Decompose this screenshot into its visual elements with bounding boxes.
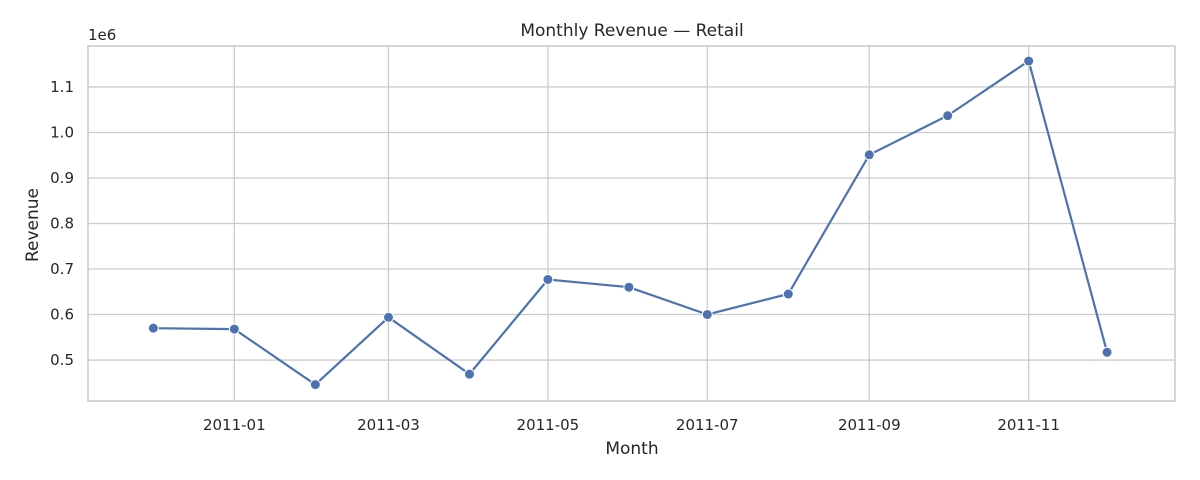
y-axis-scale-label: 1e6 [88, 26, 116, 44]
y-tick-label: 0.5 [50, 351, 74, 369]
data-point [1101, 346, 1113, 358]
plot-frame [87, 45, 1176, 402]
y-tick-label: 0.9 [50, 169, 74, 187]
data-point [782, 288, 794, 300]
data-point [542, 273, 554, 285]
data-point [309, 379, 321, 391]
series-points [147, 55, 1113, 391]
data-point [147, 322, 159, 334]
data-point [942, 110, 954, 122]
x-tick-label: 2011-07 [676, 416, 739, 434]
x-axis-ticks: 2011-01 2011-03 2011-05 2011-07 2011-09 2011-… [203, 416, 1060, 434]
data-point [463, 368, 475, 380]
y-tick-label: 1.1 [50, 78, 74, 96]
y-tick-label: 0.8 [50, 215, 74, 233]
y-axis-ticks: 0.5 0.6 0.7 0.8 0.9 1.0 1.1 [50, 78, 74, 369]
data-point [228, 323, 240, 335]
y-tick-label: 0.6 [50, 306, 74, 324]
series-line-revenue [153, 59, 1109, 387]
x-tick-label: 2011-09 [838, 416, 901, 434]
x-tick-label: 2011-03 [357, 416, 420, 434]
data-point [863, 149, 875, 161]
data-point [382, 311, 394, 323]
chart-title: Monthly Revenue — Retail [520, 21, 743, 41]
x-tick-label: 2011-05 [517, 416, 580, 434]
data-point [623, 281, 635, 293]
x-tick-label: 2011-11 [997, 416, 1060, 434]
grid-lines [88, 46, 1175, 401]
y-tick-label: 1.0 [50, 123, 74, 141]
x-axis-title: Month [605, 439, 658, 459]
y-tick-label: 0.7 [50, 260, 74, 278]
x-tick-label: 2011-01 [203, 416, 266, 434]
data-point [701, 309, 713, 321]
data-point [1023, 55, 1035, 67]
y-axis-title: Revenue [23, 188, 43, 262]
